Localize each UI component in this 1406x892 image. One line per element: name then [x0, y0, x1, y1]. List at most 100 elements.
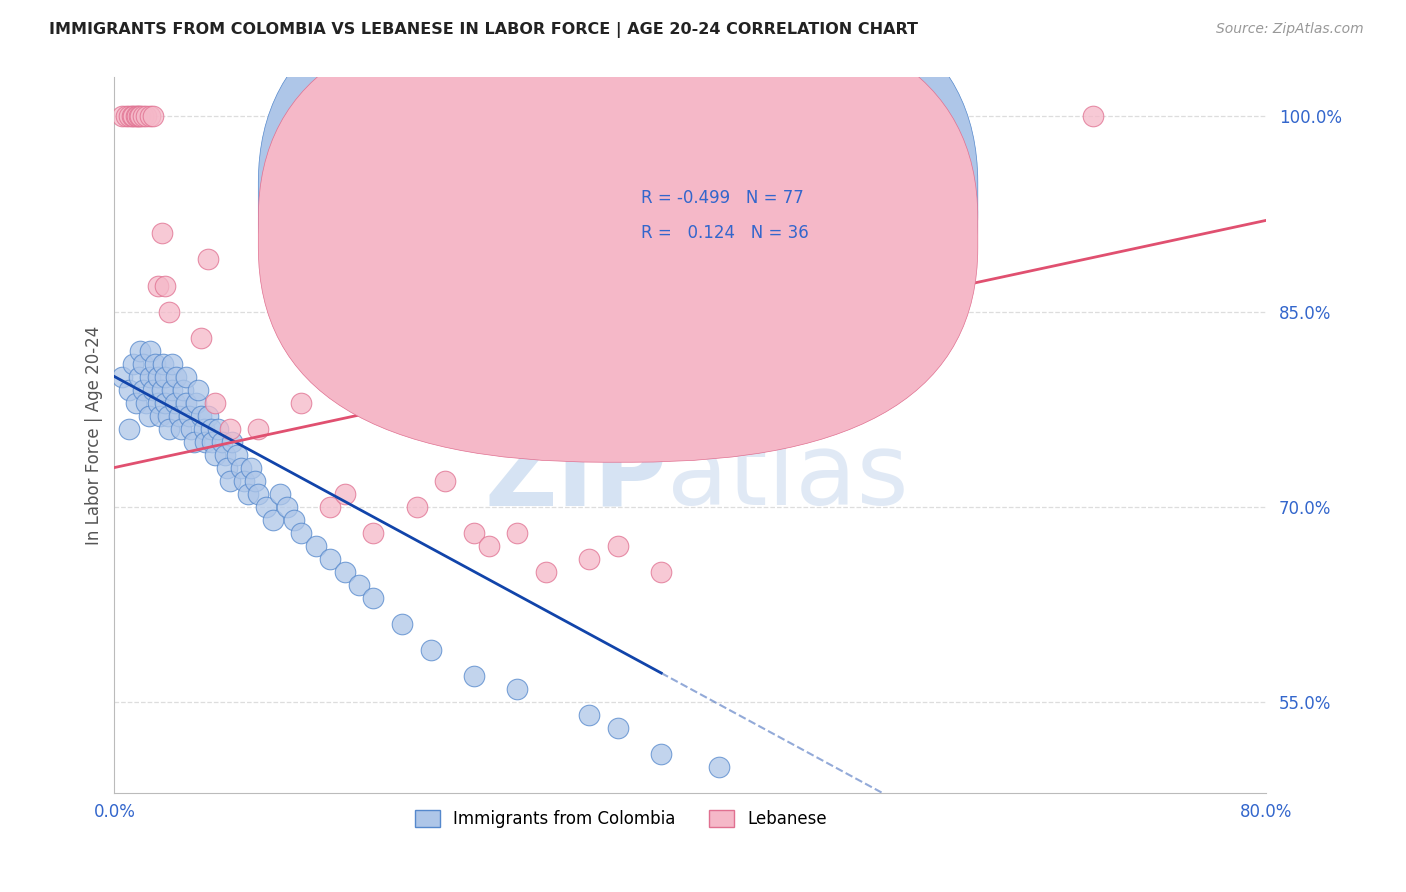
Point: [180, 421, 202, 435]
Point: [420, 642, 443, 657]
Point: [122, 110, 145, 124]
Point: [333, 565, 356, 579]
Point: [153, 395, 176, 409]
Point: [283, 512, 305, 526]
Point: [156, 409, 179, 423]
FancyBboxPatch shape: [259, 3, 977, 462]
Point: [225, 448, 247, 462]
Point: [240, 460, 263, 475]
Point: [150, 383, 173, 397]
Point: [138, 409, 160, 423]
Point: [214, 448, 236, 462]
Point: [160, 383, 183, 397]
Point: [215, 460, 238, 475]
Point: [128, 369, 150, 384]
Point: [183, 434, 205, 449]
Point: [211, 434, 233, 449]
Point: [276, 500, 298, 514]
Point: [578, 707, 600, 722]
Point: [232, 474, 254, 488]
Legend: Immigrants from Colombia, Lebanese: Immigrants from Colombia, Lebanese: [408, 803, 834, 834]
Point: [194, 434, 217, 449]
Point: [193, 421, 215, 435]
Point: [218, 421, 240, 435]
Point: [262, 512, 284, 526]
Point: [135, 110, 157, 124]
Point: [190, 409, 212, 423]
Point: [146, 369, 169, 384]
Point: [172, 383, 194, 397]
Point: [110, 110, 132, 124]
Point: [165, 369, 187, 384]
Point: [434, 474, 457, 488]
Point: [204, 448, 226, 462]
FancyBboxPatch shape: [259, 0, 977, 427]
Point: [118, 110, 141, 124]
Point: [179, 409, 201, 423]
Point: [132, 110, 155, 124]
Point: [163, 395, 186, 409]
Point: [506, 525, 529, 540]
Point: [121, 110, 143, 124]
Point: [176, 369, 198, 384]
Point: [290, 525, 312, 540]
Point: [139, 110, 162, 124]
Point: [247, 486, 270, 500]
Point: [160, 357, 183, 371]
Point: [129, 110, 152, 124]
Text: ZIP: ZIP: [484, 429, 666, 526]
Point: [187, 383, 209, 397]
Point: [129, 343, 152, 358]
Text: IMMIGRANTS FROM COLOMBIA VS LEBANESE IN LABOR FORCE | AGE 20-24 CORRELATION CHAR: IMMIGRANTS FROM COLOMBIA VS LEBANESE IN …: [49, 22, 918, 38]
Point: [125, 110, 148, 124]
Text: Source: ZipAtlas.com: Source: ZipAtlas.com: [1216, 22, 1364, 37]
Point: [125, 395, 148, 409]
Point: [204, 395, 226, 409]
Point: [463, 668, 485, 682]
Point: [132, 357, 155, 371]
Point: [363, 525, 385, 540]
Point: [463, 525, 485, 540]
Point: [201, 434, 224, 449]
Point: [269, 486, 291, 500]
Point: [139, 343, 162, 358]
Point: [229, 460, 252, 475]
Point: [128, 110, 150, 124]
Point: [305, 539, 328, 553]
Point: [290, 395, 312, 409]
Point: [142, 383, 165, 397]
Point: [534, 565, 557, 579]
Point: [132, 383, 155, 397]
Point: [153, 369, 176, 384]
Point: [607, 539, 630, 553]
Text: R =   0.124   N = 36: R = 0.124 N = 36: [641, 224, 808, 242]
Point: [707, 759, 730, 773]
Point: [143, 357, 166, 371]
Point: [405, 500, 427, 514]
Point: [127, 110, 149, 124]
Text: R = -0.499   N = 77: R = -0.499 N = 77: [641, 188, 803, 207]
Point: [153, 278, 176, 293]
Point: [607, 721, 630, 735]
Point: [190, 330, 212, 344]
Point: [135, 395, 157, 409]
Point: [122, 357, 145, 371]
Point: [146, 278, 169, 293]
Point: [1081, 110, 1104, 124]
Point: [238, 486, 260, 500]
Point: [650, 565, 672, 579]
Point: [115, 110, 138, 124]
Point: [363, 591, 385, 605]
Point: [157, 421, 180, 435]
Point: [150, 227, 173, 241]
Point: [200, 421, 222, 435]
Point: [139, 369, 162, 384]
Point: [333, 486, 356, 500]
Point: [650, 747, 672, 761]
Point: [506, 681, 529, 696]
Point: [142, 110, 165, 124]
Point: [118, 421, 141, 435]
Point: [146, 395, 169, 409]
Point: [207, 421, 229, 435]
Point: [319, 551, 342, 566]
